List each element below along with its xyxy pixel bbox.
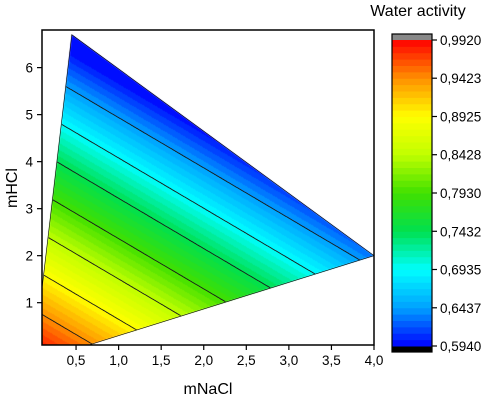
colorbar-band [392,148,432,156]
contour-fill-region [42,30,374,345]
y-tick-label: 2 [25,249,33,264]
colorbar-band [392,180,432,188]
contour-line [43,274,137,331]
colorbar-band [392,71,432,79]
colorbar-tick-label: 0,6935 [440,263,481,278]
colorbar-tick-label: 0,6437 [440,301,481,316]
colorbar-band [392,320,432,328]
colorbar-band [392,161,432,168]
colorbar-title: Water activity [370,3,465,20]
colorbar-band [392,116,432,124]
colorbar-band [392,186,432,194]
colorbar-band [392,212,432,219]
colorbar-band [392,263,432,270]
x-axis-ticks: 0,5 1,0 1,5 2,0 2,5 3,0 3,5 4,0 [67,345,384,368]
colorbar-band [392,173,432,181]
colorbar [392,34,432,352]
colorbar-band [392,301,432,309]
colorbar-band [392,78,432,86]
contour-line [42,314,93,345]
x-tick-label: 2,0 [194,353,213,368]
colorbar-under-cap [392,346,432,352]
x-axis-label: mNaCl [184,381,233,398]
colorbar-tick-label: 0,7432 [440,224,481,239]
y-tick-label: 5 [25,108,33,123]
y-tick-label: 4 [25,155,33,170]
colorbar-band [392,275,432,283]
colorbar-band [392,103,432,111]
contour-line [56,161,271,289]
x-tick-label: 4,0 [365,353,384,368]
colorbar-band [392,135,432,143]
colorbar-band [392,205,432,213]
colorbar-band [392,52,432,60]
colorbar-tick-label: 0,9423 [440,71,481,86]
colorbar-tick-label: 0,7930 [440,186,481,201]
colorbar-band [392,339,432,347]
x-tick-label: 0,5 [67,353,86,368]
colorbar-tick-label: 0,8428 [440,148,481,163]
colorbar-band [392,154,432,162]
y-tick-label: 1 [25,296,33,311]
colorbar-band [392,142,432,149]
plot-frame [41,29,375,346]
x-tick-label: 1,0 [109,353,128,368]
contour-raster [42,30,374,345]
y-axis-label: mHCl [4,168,21,208]
contour-line [48,237,181,316]
colorbar-band [392,167,432,175]
colorbar-band [392,129,432,137]
colorbar-tick-label: 0,5940 [440,339,481,354]
colorbar-band [392,237,432,245]
colorbar-tick-label: 0,9920 [440,33,481,48]
colorbar-band [392,307,432,315]
colorbar-ticks: 0,9920 0,9423 0,8925 0,8428 0,7930 0,7432 0,69… [432,33,481,354]
colorbar-band [392,110,432,117]
colorbar-band [392,46,432,54]
colorbar-band [392,326,432,334]
colorbar-band [392,244,432,251]
contour-line [61,124,316,275]
colorbar-band [392,84,432,92]
colorbar-band [392,97,432,105]
colorbar-band [392,224,432,232]
colorbar-band [392,314,432,321]
colorbar-band [392,231,432,239]
colorbar-band [392,288,432,296]
colorbar-band [392,193,432,200]
colorbar-band [392,333,432,341]
colorbar-band [392,256,432,264]
colorbar-band [392,122,432,130]
colorbar-band [392,40,432,47]
x-tick-label: 1,5 [152,353,171,368]
x-tick-label: 3,0 [279,353,298,368]
x-tick-label: 2,5 [237,353,256,368]
x-tick-label: 3,5 [322,353,341,368]
contour-lines [42,86,361,345]
colorbar-band [392,295,432,302]
region-boundary [42,34,374,345]
y-axis-ticks: 1 2 3 4 5 6 [25,61,42,311]
colorbar-band [392,250,432,258]
colorbar-band [392,199,432,207]
contour-line [52,199,226,303]
colorbar-band [392,282,432,290]
y-tick-label: 3 [25,202,33,217]
colorbar-over-cap [392,34,432,40]
colorbar-band [392,91,432,98]
colorbar-tick-label: 0,8925 [440,110,481,125]
colorbar-band [392,59,432,66]
colorbar-band [392,269,432,277]
contour-line [65,86,361,261]
colorbar-band [392,65,432,73]
colorbar-band [392,218,432,226]
y-tick-label: 6 [25,61,33,76]
